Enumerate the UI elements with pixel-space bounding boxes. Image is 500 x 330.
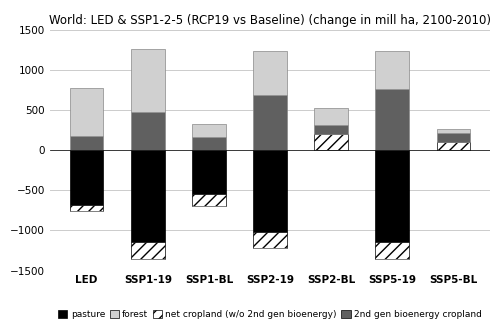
Bar [131,150,164,243]
Bar [376,150,409,242]
Bar [131,112,164,150]
Bar [70,205,103,211]
Bar [253,95,287,150]
Bar [314,108,348,125]
Bar [376,242,409,259]
Bar [192,124,226,137]
Bar [314,134,348,150]
Bar [376,50,409,89]
Bar [376,89,409,150]
Bar [436,129,470,133]
Bar [70,136,103,150]
Bar [192,150,226,194]
Bar [253,150,287,232]
Bar [253,232,287,248]
Bar [131,49,164,112]
Bar [314,125,348,134]
Bar [70,150,103,205]
Bar [131,243,164,259]
Bar [192,194,226,206]
Legend: pasture, forest, net cropland (w/o 2nd gen bioenergy), 2nd gen bioenergy croplan: pasture, forest, net cropland (w/o 2nd g… [54,307,486,323]
Bar [436,133,470,142]
Bar [70,88,103,136]
Bar [436,142,470,150]
Bar [192,137,226,150]
Bar [253,51,287,95]
Title: World: LED & SSP1-2-5 (RCP19 vs Baseline) (change in mill ha, 2100-2010): World: LED & SSP1-2-5 (RCP19 vs Baseline… [49,14,491,27]
